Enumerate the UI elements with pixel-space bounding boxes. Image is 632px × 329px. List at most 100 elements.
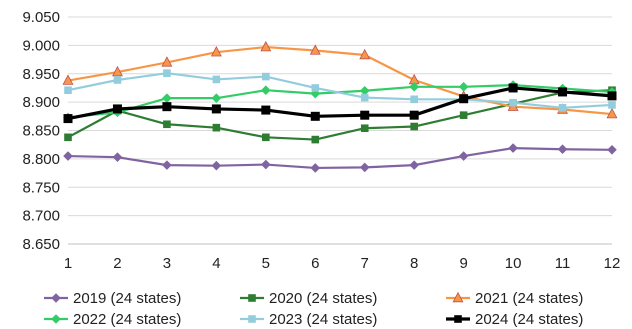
- series-line: [67, 89, 613, 141]
- data-point: [64, 86, 72, 95]
- y-tick-label: 8.700: [22, 208, 60, 225]
- data-point: [607, 144, 617, 155]
- data-point: [607, 91, 617, 101]
- data-point: [210, 46, 222, 57]
- x-tick-label: 3: [163, 255, 171, 272]
- legend-label: 2019 (24 states): [73, 290, 181, 307]
- data-point: [558, 87, 568, 97]
- x-tick-label: 7: [361, 255, 369, 272]
- data-point: [359, 48, 371, 60]
- data-point: [260, 40, 272, 52]
- y-tick-label: 8.800: [22, 151, 60, 168]
- data-point: [309, 44, 321, 55]
- series-1: [63, 143, 617, 173]
- legend-item: 2023 (24 states): [240, 311, 377, 328]
- data-point: [310, 111, 320, 121]
- series-6: [63, 83, 617, 124]
- data-point: [409, 160, 419, 170]
- legend-marker: [452, 291, 464, 303]
- data-point: [161, 56, 173, 67]
- legend: 2019 (24 states) 2020 (24 states) 2021 (24…: [44, 290, 583, 328]
- x-tick-label: 5: [262, 255, 270, 272]
- data-point: [508, 83, 518, 93]
- y-tick-label: 8.650: [22, 236, 60, 253]
- data-point: [360, 110, 370, 120]
- legend-label: 2020 (24 states): [269, 290, 377, 307]
- data-point: [162, 93, 172, 103]
- x-tick-label: 11: [555, 255, 571, 272]
- data-point: [262, 72, 270, 81]
- y-tick-label: 9.000: [22, 37, 60, 54]
- legend-item: 2020 (24 states): [240, 290, 377, 307]
- y-tick-label: 9.050: [22, 9, 60, 26]
- data-point: [360, 124, 369, 133]
- x-tick-label: 12: [604, 255, 621, 272]
- data-point: [163, 69, 171, 77]
- legend-item: 2019 (24 states): [44, 290, 181, 307]
- data-point: [459, 111, 468, 119]
- data-point: [211, 93, 222, 103]
- legend-item: 2024 (24 states): [446, 311, 583, 328]
- data-point: [311, 135, 320, 144]
- grid: [68, 16, 612, 245]
- x-tick-label: 6: [311, 255, 319, 272]
- data-point: [212, 75, 221, 84]
- data-point: [63, 114, 73, 124]
- data-point: [311, 84, 320, 92]
- data-point: [409, 110, 419, 120]
- x-tick-label: 4: [212, 255, 220, 272]
- data-point: [211, 160, 222, 171]
- data-point: [162, 160, 172, 170]
- data-point: [558, 104, 567, 112]
- legend-item: 2022 (24 states): [44, 311, 181, 328]
- legend-marker: [51, 293, 61, 303]
- data-point: [359, 162, 370, 173]
- data-point: [410, 95, 418, 104]
- data-point: [359, 85, 370, 96]
- data-point: [62, 74, 74, 85]
- data-point: [112, 152, 123, 162]
- data-point: [557, 144, 568, 155]
- series-line: [67, 72, 613, 109]
- data-point: [606, 107, 618, 119]
- data-point: [262, 133, 270, 142]
- data-point: [261, 85, 271, 96]
- data-point: [459, 94, 469, 104]
- x-axis-ticks: 1 2 3 4 5 6 7 8 9 10 11 12: [64, 255, 621, 272]
- data-point: [509, 98, 517, 107]
- data-point: [458, 82, 469, 92]
- legend-label: 2024 (24 states): [475, 311, 583, 328]
- data-point: [360, 93, 369, 102]
- y-tick-label: 8.850: [22, 123, 60, 140]
- series-lines: [62, 40, 618, 173]
- x-tick-label: 10: [505, 255, 522, 272]
- series-3: [62, 40, 618, 119]
- data-point: [64, 133, 72, 142]
- data-point: [113, 76, 122, 84]
- legend-label: 2022 (24 states): [73, 311, 181, 328]
- series-line: [67, 45, 613, 116]
- legend-marker: [454, 315, 462, 323]
- data-point: [410, 122, 418, 131]
- legend-marker: [248, 294, 256, 302]
- series-line: [67, 146, 613, 170]
- x-tick-label: 8: [410, 255, 418, 272]
- data-point: [112, 104, 122, 114]
- x-tick-label: 2: [113, 255, 121, 272]
- series-line: [67, 86, 613, 121]
- data-point: [211, 104, 221, 114]
- legend-marker: [51, 314, 61, 324]
- data-point: [458, 151, 469, 161]
- data-point: [261, 105, 271, 115]
- y-axis-ticks: 8.650 8.700 8.750 8.800 8.850 8.900 8.950 9.000…: [22, 9, 60, 253]
- legend-label: 2023 (24 states): [269, 311, 377, 328]
- data-point: [409, 82, 419, 92]
- y-tick-label: 8.750: [22, 179, 60, 196]
- data-point: [163, 120, 171, 129]
- data-point: [508, 143, 518, 153]
- data-point: [111, 65, 123, 77]
- data-point: [63, 151, 73, 161]
- y-tick-label: 8.900: [22, 94, 60, 111]
- data-point: [212, 123, 221, 132]
